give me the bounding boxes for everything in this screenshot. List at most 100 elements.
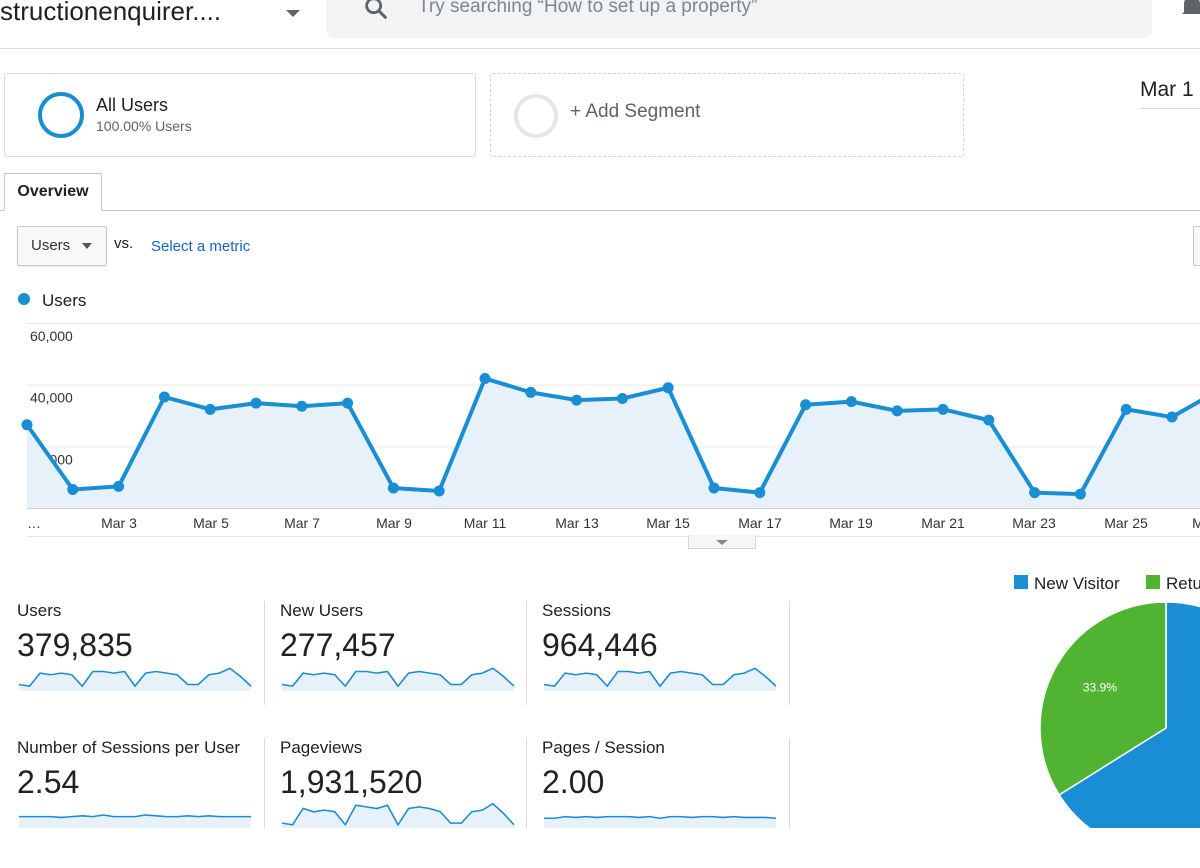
returning-visitor-legend: Retu [1166, 574, 1200, 593]
sparkline-line [544, 815, 777, 820]
pie-slice-label: 33.9% [1083, 680, 1117, 694]
sparkline-area [282, 668, 514, 691]
users-data-point [1120, 403, 1132, 415]
segment-all-users[interactable] [4, 73, 476, 157]
metric-value: 277,457 [280, 627, 396, 663]
sparkline-line [18, 667, 252, 688]
search-icon[interactable] [362, 0, 390, 22]
metric-select[interactable] [17, 226, 107, 266]
segment-ring-icon [38, 92, 84, 138]
metric-value: 1,931,520 [280, 764, 423, 800]
search-box[interactable] [326, 0, 1152, 38]
returning-visitor-swatch [1146, 575, 1160, 589]
x-tick-label: Mar 25 [1104, 515, 1148, 531]
metric-value: 964,446 [542, 627, 658, 663]
users-data-point [204, 403, 216, 415]
metric-card-pages-per-session[interactable]: Pages / Session 2.00 [542, 738, 804, 868]
users-data-point [67, 484, 79, 495]
select-metric-link[interactable]: Select a metric [151, 238, 251, 255]
sparkline-line [19, 814, 251, 819]
users-data-point [433, 485, 445, 497]
x-tick-label: Mar 5 [193, 515, 229, 531]
users-data-point [250, 397, 262, 409]
empty-segment-ring-icon [514, 94, 558, 138]
pie-slice [1039, 601, 1167, 796]
tab-rule [0, 210, 1200, 211]
users-data-point [845, 396, 857, 408]
segment-subtitle: 100.00% Users [96, 118, 192, 134]
date-range-picker[interactable]: Mar 1 [1140, 78, 1200, 109]
users-data-point [800, 399, 812, 411]
add-segment-button[interactable] [490, 73, 964, 157]
sparkline-line [543, 667, 777, 688]
users-data-point [571, 394, 583, 406]
metric-card-new-users[interactable]: New Users 277,457 [280, 601, 542, 731]
x-tick-label: Mar 19 [829, 515, 873, 531]
chevron-down-icon [82, 243, 92, 249]
visitor-type-pie: 33.9% [1039, 601, 1200, 828]
x-tick-label: Mar 13 [555, 515, 599, 531]
metric-card-sessions-per-user[interactable]: Number of Sessions per User 2.54 [17, 738, 279, 868]
users-data-point [113, 480, 125, 492]
sparkline-area [544, 668, 776, 691]
x-tick-label: Mar 15 [646, 515, 690, 531]
users-data-point [1074, 488, 1086, 500]
add-segment-label: + Add Segment [570, 101, 701, 122]
users-data-point [662, 382, 674, 394]
sparkline [544, 815, 777, 828]
x-tick-label: Mar 17 [738, 515, 782, 531]
card-divider [526, 738, 527, 828]
sparkline [543, 667, 777, 691]
sparkline-line [281, 667, 515, 688]
property-name[interactable]: structionenquirer.... [0, 0, 222, 26]
sparkline [19, 814, 251, 828]
sparkline [281, 667, 515, 691]
metric-card-sessions[interactable]: Sessions 964,446 [542, 601, 804, 731]
sparkline-area [282, 803, 514, 828]
tab-overview[interactable]: Overview [4, 173, 102, 211]
bell-icon[interactable] [1180, 0, 1200, 20]
sparkline-area [544, 816, 776, 828]
sparkline-area [19, 815, 251, 828]
users-data-point [708, 482, 720, 494]
card-divider [789, 738, 790, 828]
chart-options-button[interactable] [1193, 226, 1200, 266]
sparkline [281, 802, 515, 828]
metric-label: Number of Sessions per User [17, 738, 240, 757]
card-divider [789, 601, 790, 705]
x-tick-label: Mar 11 [464, 515, 507, 531]
search-input[interactable]: Try searching “How to set up a property” [418, 0, 758, 17]
metric-value: 2.54 [17, 764, 80, 800]
chevron-down-icon[interactable] [286, 10, 300, 17]
x-tick-label: M [1192, 515, 1200, 531]
new-visitor-legend: New Visitor [1034, 574, 1120, 593]
users-data-point [754, 487, 766, 499]
card-divider [264, 601, 265, 705]
users-data-point [342, 397, 354, 409]
metric-label: Users [17, 601, 62, 620]
metric-label: New Users [280, 601, 364, 620]
users-data-point [296, 400, 308, 412]
users-data-point [479, 373, 491, 384]
metric-value: 2.00 [542, 764, 605, 800]
sparkline-line [281, 802, 515, 827]
new-visitor-swatch [1014, 575, 1028, 589]
users-data-point [158, 391, 170, 403]
card-divider [526, 601, 527, 705]
x-tick-label: … [27, 515, 41, 531]
pie-slice [1058, 601, 1200, 828]
metric-label: Pageviews [280, 738, 363, 757]
metric-label: Sessions [542, 601, 611, 620]
metric-card-users[interactable]: Users 379,835 [17, 601, 279, 731]
users-data-point [21, 419, 33, 431]
metric-card-pageviews[interactable]: Pageviews 1,931,520 [280, 738, 542, 868]
metric-value: 379,835 [17, 627, 133, 663]
sparkline [18, 667, 252, 691]
metric-label: Pages / Session [542, 738, 665, 757]
x-tick-label: Mar 7 [284, 515, 320, 531]
users-data-point [1029, 487, 1041, 499]
users-legend-dot [18, 293, 30, 305]
vs-label: vs. [114, 235, 134, 252]
segment-title: All Users [96, 95, 169, 115]
